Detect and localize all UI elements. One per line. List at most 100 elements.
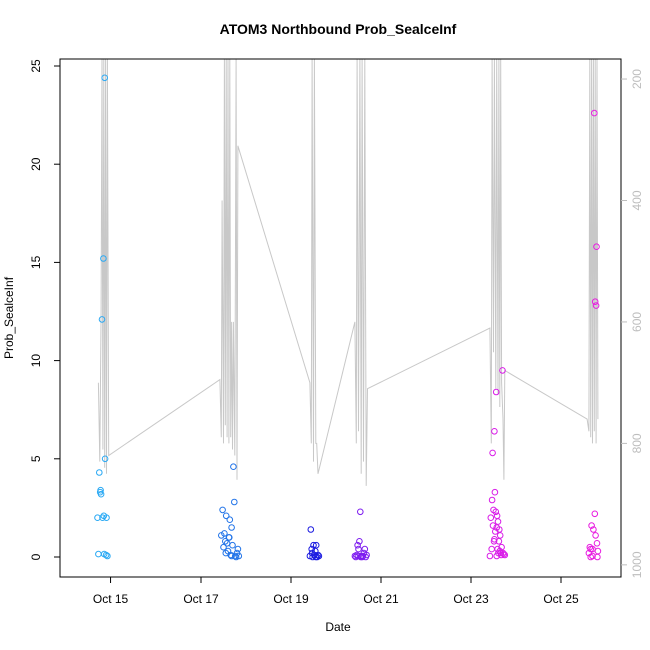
y2-tick-label: 600 bbox=[630, 312, 644, 332]
data-point bbox=[492, 508, 500, 516]
data-point bbox=[494, 518, 502, 525]
data-point bbox=[315, 552, 323, 560]
y-tick-label: 15 bbox=[29, 255, 43, 269]
data-point bbox=[357, 508, 364, 516]
y-tick-label: 10 bbox=[29, 354, 43, 368]
x-axis-label: Date bbox=[325, 620, 351, 634]
data-point bbox=[491, 428, 498, 435]
data-point bbox=[588, 522, 595, 529]
data-point bbox=[498, 543, 505, 551]
data-point bbox=[589, 552, 596, 560]
data-point bbox=[593, 540, 601, 547]
data-point bbox=[587, 545, 595, 553]
data-point bbox=[97, 486, 104, 494]
data-point bbox=[499, 367, 506, 374]
data-point bbox=[591, 510, 599, 518]
data-point bbox=[361, 545, 369, 553]
data-point bbox=[94, 514, 101, 522]
data-point bbox=[222, 549, 230, 557]
data-point bbox=[363, 551, 370, 559]
x-tick-label: Oct 25 bbox=[543, 592, 579, 606]
data-point bbox=[594, 547, 602, 555]
data-point bbox=[500, 550, 508, 558]
data-point bbox=[104, 552, 111, 560]
data-point bbox=[228, 552, 235, 560]
data-point bbox=[492, 388, 500, 396]
data-point bbox=[590, 526, 597, 533]
data-point bbox=[310, 541, 317, 549]
data-point bbox=[220, 543, 227, 551]
data-point bbox=[307, 526, 315, 533]
data-point bbox=[312, 541, 320, 549]
data-point bbox=[312, 553, 320, 561]
series-1 bbox=[94, 74, 111, 560]
data-point bbox=[491, 488, 499, 496]
secondary-y-axis: 200 400 600 800 1000 bbox=[621, 69, 644, 578]
y2-tick-label: 1000 bbox=[630, 551, 644, 578]
x-tick-label: Oct 23 bbox=[453, 592, 489, 606]
data-point bbox=[591, 298, 599, 306]
y-tick-label: 25 bbox=[29, 59, 43, 73]
data-point bbox=[497, 551, 505, 559]
data-point bbox=[501, 551, 509, 559]
series-5 bbox=[486, 367, 509, 560]
data-point bbox=[486, 552, 494, 560]
data-point bbox=[226, 534, 233, 541]
series-2 bbox=[218, 463, 243, 561]
data-point bbox=[221, 530, 228, 537]
data-point bbox=[354, 541, 361, 549]
series-4 bbox=[351, 508, 370, 561]
data-point bbox=[102, 551, 110, 559]
x-axis: Oct 15 Oct 17 Oct 19 Oct 21 Oct 23 Oct 25 bbox=[93, 577, 579, 606]
depth-trace bbox=[97, 58, 599, 486]
data-point bbox=[489, 449, 496, 457]
data-point bbox=[488, 496, 496, 504]
data-point bbox=[491, 536, 498, 543]
y-tick-label: 0 bbox=[29, 553, 43, 560]
data-point bbox=[487, 514, 495, 522]
data-point bbox=[499, 549, 507, 557]
data-point bbox=[231, 498, 238, 506]
data-point bbox=[234, 545, 242, 553]
data-point bbox=[356, 538, 363, 545]
data-point bbox=[222, 538, 229, 545]
x-tick-label: Oct 19 bbox=[273, 592, 309, 606]
data-point bbox=[496, 532, 504, 539]
data-point bbox=[308, 545, 316, 553]
data-point bbox=[98, 316, 106, 323]
data-point bbox=[308, 549, 316, 557]
data-point bbox=[314, 551, 322, 559]
y-tick-label: 5 bbox=[29, 455, 43, 462]
y2-tick-label: 200 bbox=[630, 69, 644, 89]
data-point bbox=[593, 243, 600, 250]
data-point bbox=[103, 514, 110, 522]
data-point bbox=[355, 545, 362, 553]
data-point bbox=[493, 552, 501, 560]
y2-tick-label: 400 bbox=[630, 190, 644, 210]
data-point bbox=[226, 516, 234, 524]
data-point bbox=[100, 255, 107, 262]
data-point bbox=[357, 553, 365, 561]
data-points bbox=[94, 74, 602, 561]
data-point bbox=[228, 524, 235, 531]
series-3 bbox=[306, 526, 323, 561]
data-point bbox=[96, 469, 103, 476]
data-point bbox=[101, 455, 109, 463]
data-point bbox=[494, 545, 501, 553]
data-point bbox=[492, 528, 499, 535]
data-point bbox=[489, 522, 497, 529]
y-axis-label: Prob_SealceInf bbox=[2, 276, 16, 359]
x-tick-label: Oct 17 bbox=[183, 592, 219, 606]
plot-frame bbox=[59, 58, 622, 578]
data-point bbox=[229, 541, 236, 549]
x-tick-label: Oct 21 bbox=[363, 592, 399, 606]
chart-title: ATOM3 Northbound Prob_SealceInf bbox=[220, 21, 457, 37]
data-point bbox=[97, 490, 105, 498]
data-point bbox=[99, 514, 106, 522]
data-point bbox=[219, 506, 226, 514]
data-point bbox=[591, 109, 598, 117]
data-point bbox=[230, 463, 237, 471]
series-6 bbox=[585, 109, 602, 561]
data-point bbox=[222, 512, 230, 520]
